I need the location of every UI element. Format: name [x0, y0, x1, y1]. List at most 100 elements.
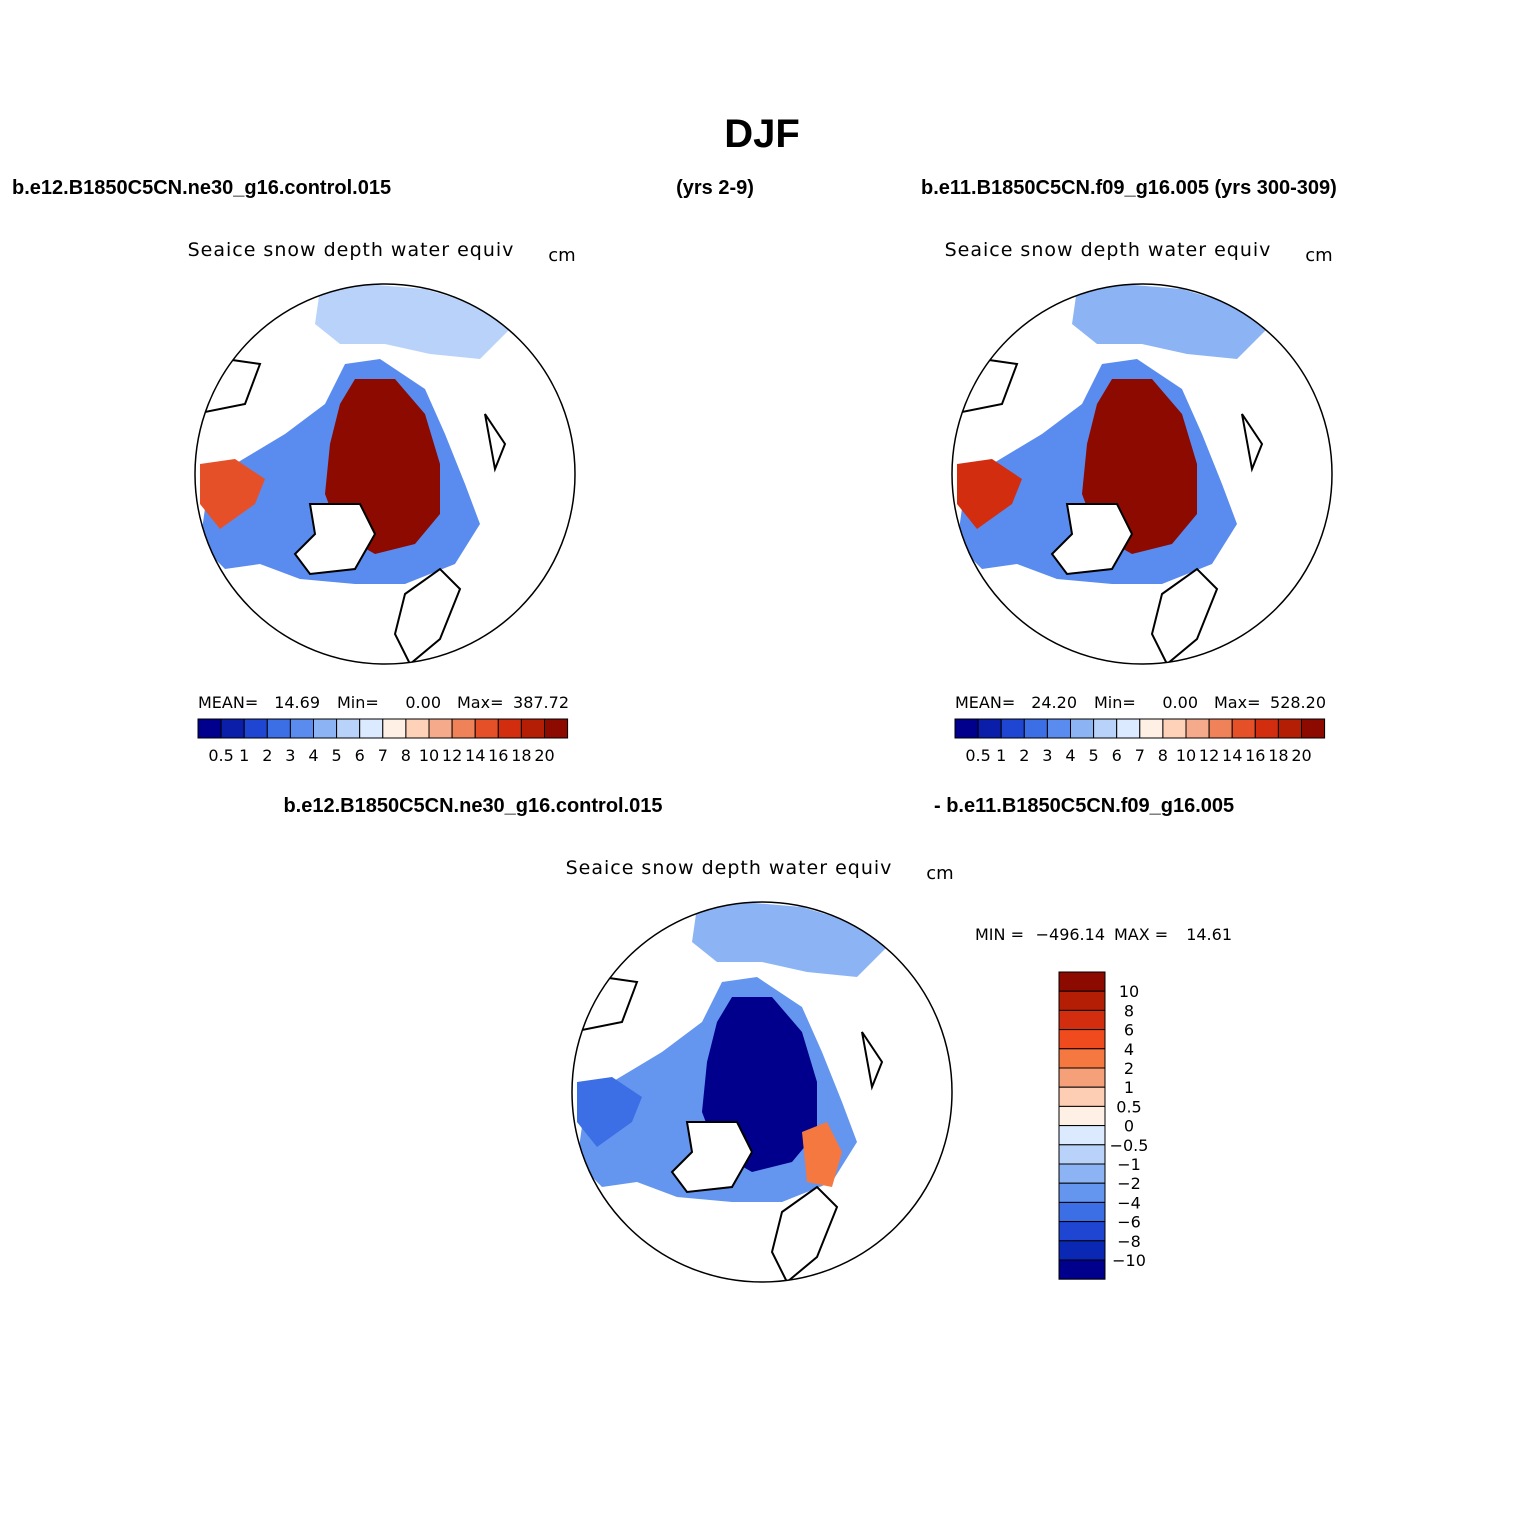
colorbar-swatch: [451, 718, 476, 739]
landmass-0: [293, 503, 377, 576]
pacific-ice-region: [315, 284, 510, 359]
colorbar-tick-label: 18: [1268, 746, 1288, 765]
panel-b-field: [957, 284, 1267, 584]
header-left-years: (yrs 2-9): [676, 177, 754, 199]
colorbar-swatch: [1070, 718, 1095, 739]
colorbar-swatch: [544, 718, 569, 739]
colorbar-tick-label: 5: [332, 746, 342, 765]
colorbar-swatch: [405, 718, 430, 739]
colorbar-swatch: [1046, 718, 1072, 739]
panel-a-min-value: 0.00: [405, 693, 441, 712]
colorbar-tick-label: 1: [239, 746, 249, 765]
colorbar-tick-label: 0.5: [208, 746, 233, 765]
colorbar-tick-label: 6: [1124, 1021, 1134, 1040]
colorbar-tick-label: 0.5: [1116, 1097, 1141, 1116]
panel-b-mean-label: MEAN=: [955, 693, 1015, 712]
panel-b-land: [952, 357, 1264, 664]
colorbar-tick-label: 7: [1135, 746, 1145, 765]
panel-a-colorbar: 0.5 1 2 3 4 5 6 7 8 10 12 14 16 18 20: [197, 718, 569, 765]
colorbar-tick-label: 20: [534, 746, 554, 765]
landmass-2: [1241, 413, 1264, 473]
colorbar-tick-label: 2: [1019, 746, 1029, 765]
colorbar-swatch: [1058, 1029, 1106, 1050]
panel-b-map-border: [951, 283, 1333, 665]
colorbar-tick-label: −0.5: [1110, 1136, 1149, 1155]
panel-a-min-label: Min=: [337, 693, 379, 712]
colorbar-tick-label: 16: [488, 746, 508, 765]
panel-c-map: [572, 902, 887, 1282]
colorbar-tick-label: −2: [1117, 1174, 1141, 1193]
colorbar-tick-label: −1: [1117, 1155, 1141, 1174]
colorbar-tick-label: 4: [1065, 746, 1075, 765]
panel-b-map: [952, 284, 1267, 664]
header-diff-right: - b.e11.B1850C5CN.f09_g16.005: [934, 795, 1234, 817]
colorbar-swatch: [1023, 718, 1048, 739]
colorbar-swatch: [1000, 718, 1025, 739]
colorbar-tick-label: 10: [419, 746, 439, 765]
landmass-2: [484, 413, 507, 473]
colorbar-tick-label: 1: [1124, 1078, 1134, 1097]
colorbar-swatch: [1058, 1240, 1106, 1261]
colorbar-tick-label: −10: [1112, 1251, 1146, 1270]
panel-a-mean-value: 14.69: [274, 693, 320, 712]
colorbar-tick-label: 0: [1124, 1117, 1134, 1136]
colorbar-swatch: [313, 718, 338, 739]
panel-top-right: Seaice snow depth water equiv cm MEAN= 2…: [945, 239, 1333, 765]
panel-b-variable-title: Seaice snow depth water equiv: [945, 239, 1272, 261]
header-left-case: b.e12.B1850C5CN.ne30_g16.control.015: [12, 177, 391, 199]
panel-b-units: cm: [1305, 245, 1332, 266]
colorbar-swatch: [977, 718, 1002, 739]
colorbar-swatch: [359, 718, 384, 739]
panel-a-max-value: 387.72: [513, 693, 569, 712]
colorbar-tick-label: 14: [1222, 746, 1242, 765]
panel-b-min-label: Min=: [1094, 693, 1136, 712]
colorbar-swatch: [1058, 1067, 1106, 1088]
colorbar-swatch: [1208, 718, 1233, 739]
panel-difference: Seaice snow depth water equiv cm MIN = −…: [566, 857, 1232, 1283]
colorbar-tick-label: 3: [1042, 746, 1052, 765]
colorbar-swatch: [497, 718, 522, 739]
colorbar-swatch: [1058, 1201, 1106, 1223]
panel-a-max-label: Max=: [457, 693, 503, 712]
panel-c-max-label: MAX =: [1114, 925, 1168, 944]
colorbar-swatch: [1058, 1182, 1106, 1203]
panel-b-mean-value: 24.20: [1031, 693, 1077, 712]
colorbar-tick-label: 2: [1124, 1059, 1134, 1078]
panel-c-map-border: [571, 901, 953, 1283]
baffin-ice-region: [200, 459, 265, 529]
colorbar-swatch: [1058, 1105, 1106, 1127]
landmass-1: [770, 1185, 839, 1282]
panel-c-max-value: 14.61: [1186, 925, 1232, 944]
header-diff-left: b.e12.B1850C5CN.ne30_g16.control.015: [283, 795, 662, 817]
panel-a-map: [195, 284, 510, 664]
baffin-ice-region: [957, 459, 1022, 529]
colorbar-swatch: [1058, 1125, 1106, 1146]
colorbar-tick-label: 7: [378, 746, 388, 765]
colorbar-tick-label: 10: [1119, 982, 1139, 1001]
colorbar-swatch: [1116, 718, 1141, 739]
colorbar-swatch: [1185, 718, 1210, 739]
colorbar-tick-label: 18: [511, 746, 531, 765]
colorbar-swatch: [1058, 1086, 1106, 1107]
colorbar-swatch: [1058, 1009, 1106, 1031]
colorbar-swatch: [289, 718, 314, 739]
panel-c-min-value: −496.14: [1036, 925, 1105, 944]
colorbar-swatch: [266, 718, 291, 739]
colorbar-tick-label: 3: [285, 746, 295, 765]
colorbar-swatch: [428, 718, 453, 739]
landmass-0: [670, 1121, 754, 1194]
colorbar-swatch: [382, 718, 407, 739]
baffin-ice-region: [577, 1077, 642, 1147]
colorbar-tick-label: 0.5: [965, 746, 990, 765]
colorbar-swatch: [336, 718, 361, 739]
colorbar-swatch: [1093, 718, 1118, 739]
colorbar-tick-label: 4: [1124, 1040, 1134, 1059]
panel-b-colorbar: 0.5 1 2 3 4 5 6 7 8 10 12 14 16 18 20: [954, 718, 1326, 765]
colorbar-swatch: [1254, 718, 1279, 739]
colorbar-tick-label: 20: [1291, 746, 1311, 765]
landmass-0: [1050, 503, 1134, 576]
panel-c-variable-title: Seaice snow depth water equiv: [566, 857, 893, 879]
colorbar-tick-label: −8: [1117, 1232, 1141, 1251]
panel-a-land: [195, 357, 507, 664]
